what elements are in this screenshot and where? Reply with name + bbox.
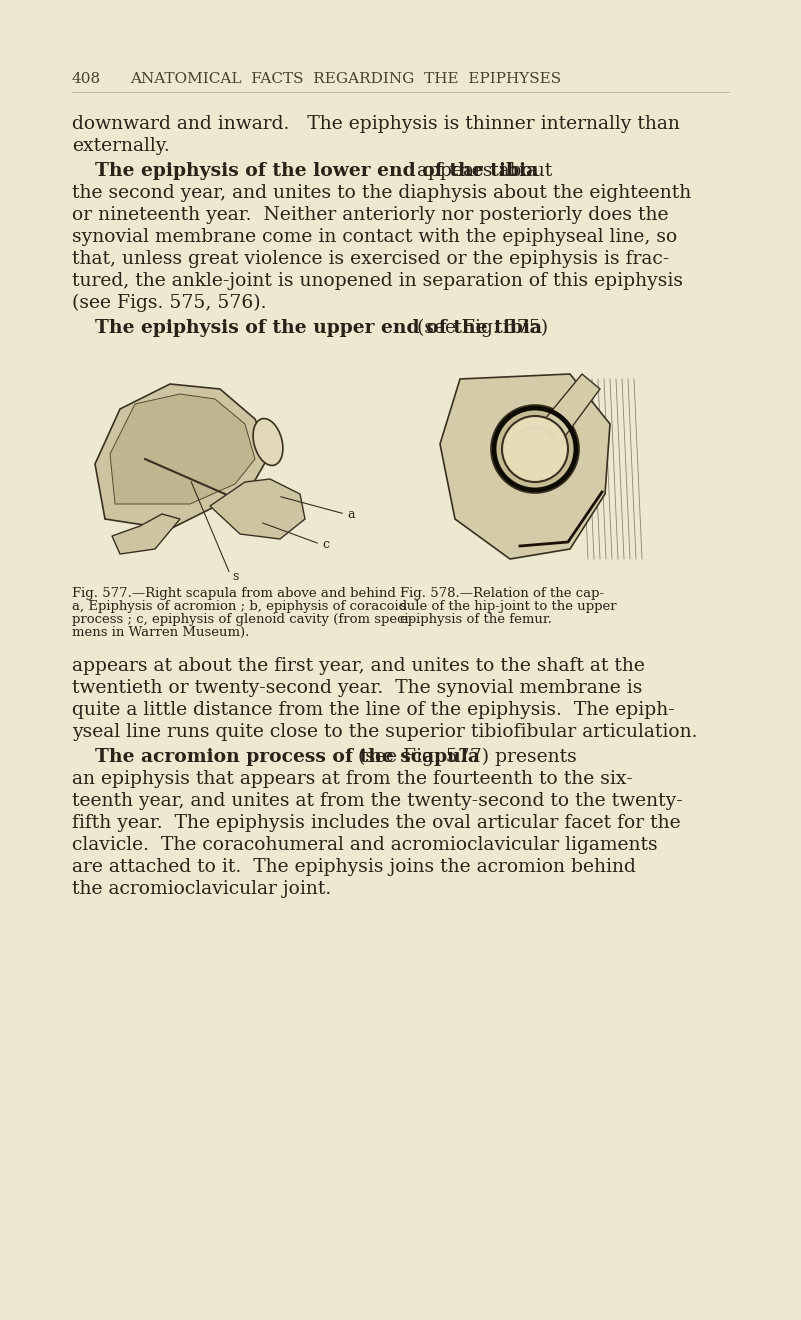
Polygon shape — [545, 374, 600, 440]
Polygon shape — [112, 513, 180, 554]
Text: s: s — [232, 570, 239, 583]
Polygon shape — [95, 384, 270, 529]
Text: an epiphysis that appears at from the fourteenth to the six-: an epiphysis that appears at from the fo… — [72, 770, 633, 788]
Text: or nineteenth year.  Neither anteriorly nor posteriorly does the: or nineteenth year. Neither anteriorly n… — [72, 206, 669, 224]
Text: The epiphysis of the lower end of the tibia: The epiphysis of the lower end of the ti… — [95, 162, 538, 180]
Text: (see Fig. 577) presents: (see Fig. 577) presents — [352, 748, 577, 766]
Text: externally.: externally. — [72, 137, 170, 154]
Text: Fig. 578.—Relation of the cap-: Fig. 578.—Relation of the cap- — [400, 587, 604, 601]
Text: mens in Warren Museum).: mens in Warren Museum). — [72, 626, 249, 639]
Text: the second year, and unites to the diaphysis about the eighteenth: the second year, and unites to the diaph… — [72, 183, 691, 202]
Text: ANATOMICAL  FACTS  REGARDING  THE  EPIPHYSES: ANATOMICAL FACTS REGARDING THE EPIPHYSES — [130, 73, 562, 86]
Text: sule of the hip-joint to the upper: sule of the hip-joint to the upper — [400, 601, 617, 612]
Polygon shape — [440, 374, 610, 558]
Text: the acromioclavicular joint.: the acromioclavicular joint. — [72, 880, 332, 898]
Text: twentieth or twenty-second year.  The synovial membrane is: twentieth or twenty-second year. The syn… — [72, 678, 642, 697]
Text: appears about: appears about — [411, 162, 553, 180]
Text: The acromion process of the scapula: The acromion process of the scapula — [95, 748, 480, 766]
Text: are attached to it.  The epiphysis joins the acromion behind: are attached to it. The epiphysis joins … — [72, 858, 636, 876]
Text: (see Figs. 575, 576).: (see Figs. 575, 576). — [72, 294, 267, 313]
Text: quite a little distance from the line of the epiphysis.  The epiph-: quite a little distance from the line of… — [72, 701, 674, 719]
Text: a, Epiphysis of acromion ; b, epiphysis of coracoid: a, Epiphysis of acromion ; b, epiphysis … — [72, 601, 407, 612]
Text: epiphysis of the femur.: epiphysis of the femur. — [400, 612, 552, 626]
Text: fifth year.  The epiphysis includes the oval articular facet for the: fifth year. The epiphysis includes the o… — [72, 814, 681, 832]
Text: clavicle.  The coracohumeral and acromioclavicular ligaments: clavicle. The coracohumeral and acromioc… — [72, 836, 658, 854]
Text: The epiphysis of the upper end of the tibia: The epiphysis of the upper end of the ti… — [95, 319, 542, 337]
Text: c: c — [322, 537, 329, 550]
Text: appears at about the first year, and unites to the shaft at the: appears at about the first year, and uni… — [72, 657, 645, 675]
Text: downward and inward.   The epiphysis is thinner internally than: downward and inward. The epiphysis is th… — [72, 115, 680, 133]
Text: 408: 408 — [72, 73, 101, 86]
Text: (see Fig. 575): (see Fig. 575) — [411, 319, 548, 337]
Polygon shape — [110, 393, 255, 504]
Text: that, unless great violence is exercised or the epiphysis is frac-: that, unless great violence is exercised… — [72, 249, 670, 268]
Text: teenth year, and unites at from the twenty-second to the twenty-: teenth year, and unites at from the twen… — [72, 792, 682, 810]
Ellipse shape — [491, 405, 579, 492]
Text: Fig. 577.—Right scapula from above and behind :: Fig. 577.—Right scapula from above and b… — [72, 587, 405, 601]
Text: process ; c, epiphysis of glenoid cavity (from speci-: process ; c, epiphysis of glenoid cavity… — [72, 612, 413, 626]
Text: tured, the ankle-joint is unopened in separation of this epiphysis: tured, the ankle-joint is unopened in se… — [72, 272, 683, 290]
Text: synovial membrane come in contact with the epiphyseal line, so: synovial membrane come in contact with t… — [72, 228, 678, 246]
Text: a: a — [347, 507, 355, 520]
Polygon shape — [210, 479, 305, 539]
Text: yseal line runs quite close to the superior tibiofibular articulation.: yseal line runs quite close to the super… — [72, 723, 698, 741]
Ellipse shape — [253, 418, 283, 466]
Circle shape — [502, 416, 568, 482]
